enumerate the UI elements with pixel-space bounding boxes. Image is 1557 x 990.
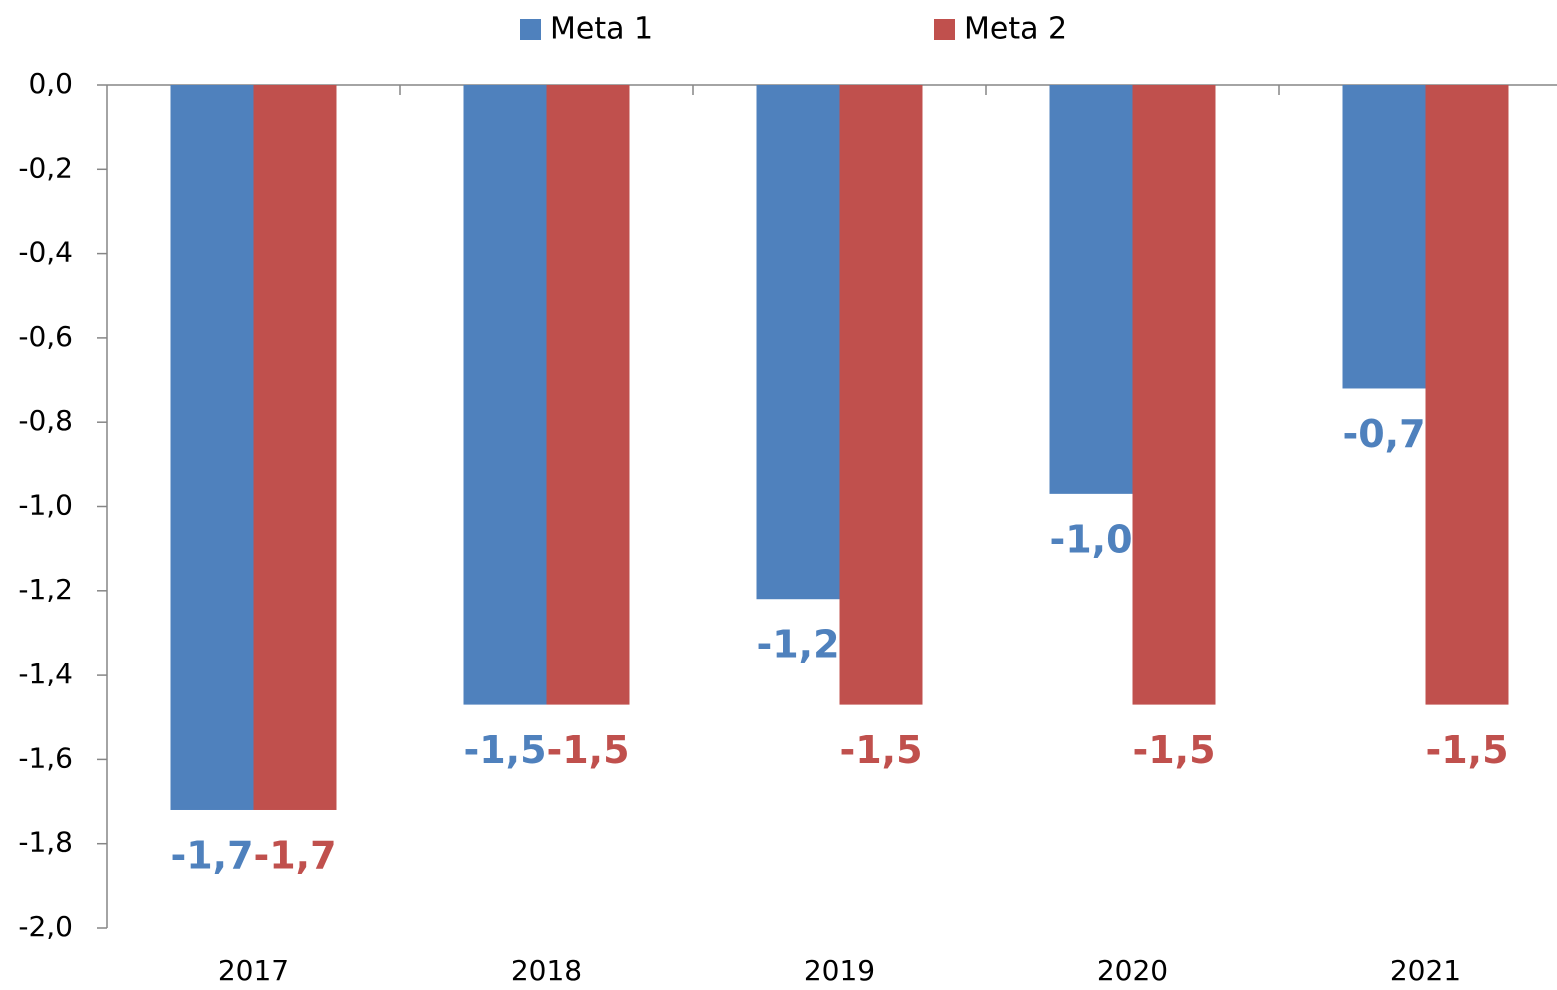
value-label: -1,7 (170, 833, 253, 877)
y-tick-label: -0,8 (18, 404, 73, 437)
bar (839, 85, 923, 705)
value-label: -1,5 (546, 728, 629, 772)
y-tick-label: 0,0 (28, 67, 73, 100)
bar (1425, 85, 1509, 705)
bar (1049, 85, 1133, 494)
legend-swatch (520, 19, 541, 40)
x-tick-label: 2017 (218, 954, 289, 987)
x-tick-label: 2021 (1390, 954, 1461, 987)
bar (463, 85, 547, 705)
bar (546, 85, 630, 705)
value-label: -1,5 (463, 728, 546, 772)
y-tick-label: -1,8 (18, 826, 73, 859)
legend-label: Meta 2 (964, 12, 1067, 47)
value-label: -1,5 (1132, 728, 1215, 772)
y-tick-label: -1,6 (18, 741, 73, 774)
legend-swatch (934, 19, 955, 40)
bar (1132, 85, 1216, 705)
y-tick-label: -1,4 (18, 657, 73, 690)
value-label: -1,5 (1425, 728, 1508, 772)
y-tick-label: -0,2 (18, 151, 73, 184)
y-tick-label: -0,6 (18, 320, 73, 353)
value-label: -1,2 (756, 623, 839, 667)
bar (253, 85, 337, 810)
value-label: -1,0 (1049, 517, 1132, 561)
bar (170, 85, 254, 810)
y-tick-label: -0,4 (18, 236, 73, 269)
y-tick-label: -2,0 (18, 910, 73, 943)
y-tick-label: -1,0 (18, 489, 73, 522)
bar (756, 85, 840, 600)
value-label: -1,5 (839, 728, 922, 772)
bar (1342, 85, 1426, 389)
value-label: -1,7 (253, 833, 336, 877)
y-tick-label: -1,2 (18, 573, 73, 606)
value-label: -0,7 (1342, 412, 1425, 456)
legend-label: Meta 1 (550, 12, 653, 47)
x-tick-label: 2019 (804, 954, 875, 987)
x-tick-label: 2020 (1097, 954, 1168, 987)
x-tick-label: 2018 (511, 954, 582, 987)
